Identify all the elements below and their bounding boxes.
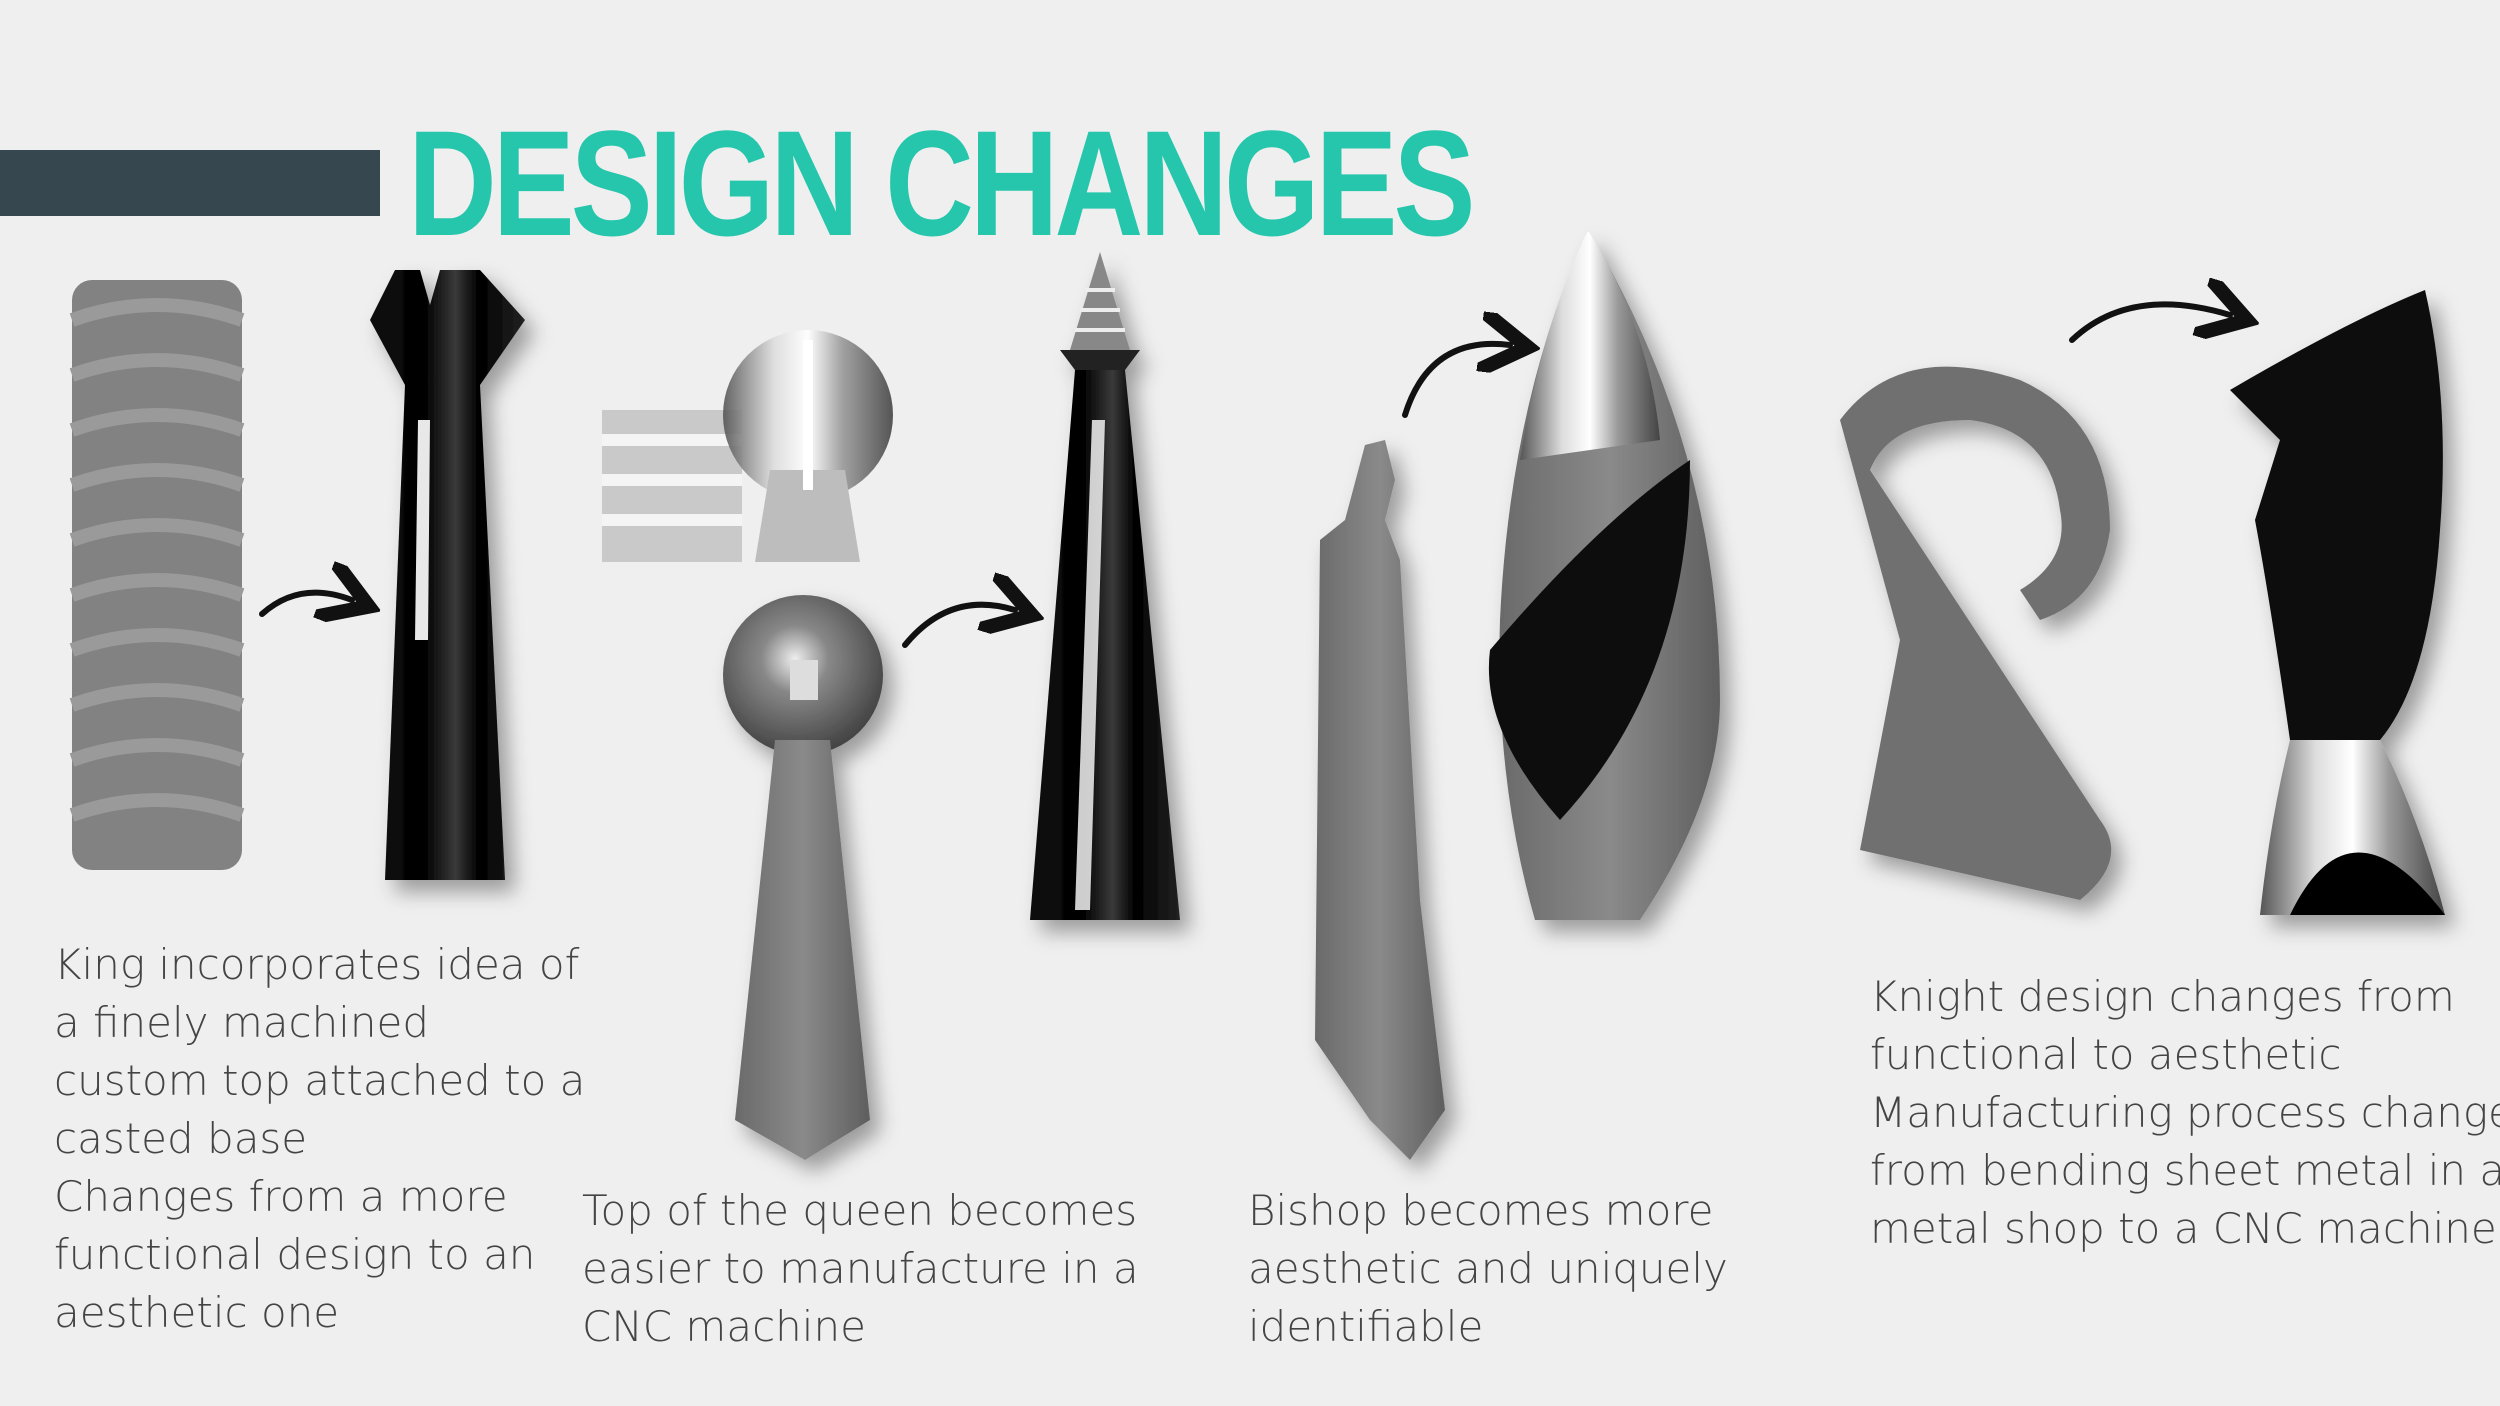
caption-king: King incorporates idea of a finely machi… [54,936,585,1342]
accent-bar [0,150,380,216]
caption-line: Knight design changes from [1870,972,2455,1021]
caption-line: Bishop becomes more [1248,1186,1714,1235]
caption-line: from bending sheet metal in a [1870,1146,2500,1195]
caption-line: aesthetic one [54,1288,340,1337]
caption-queen: Top of the queen becomes easier to manuf… [582,1182,1139,1356]
caption-line: functional to aesthetic [1870,1030,2342,1079]
caption-line: functional design to an [54,1230,536,1279]
arrow-right-icon [902,605,1015,648]
caption-line: King incorporates idea of [54,940,580,989]
caption-line: CNC machine [582,1302,866,1351]
caption-line: Changes from a more [54,1172,508,1221]
queen-original-model [723,595,883,1160]
caption-bishop: Bishop becomes more aesthetic and unique… [1248,1182,1728,1356]
caption-line: Manufacturing process changes [1870,1088,2500,1137]
king-original-model [69,280,245,870]
arrow-right-icon [2069,304,2230,343]
queen-new-model [1030,252,1180,920]
caption-line: metal shop to a CNC machine [1870,1204,2497,1253]
caption-line: custom top attached to a [54,1056,586,1105]
caption-line: casted base [54,1114,308,1163]
caption-line: identifiable [1248,1302,1484,1351]
king-new-model [370,270,525,880]
bishop-original-model [1315,440,1445,1160]
knight-original-model [1840,366,2112,901]
page-title: DESIGN CHANGES [408,99,1476,267]
queen-detail-inset [602,330,893,562]
caption-line: aesthetic and uniquely [1248,1244,1728,1293]
caption-knight: Knight design changes from functional to… [1870,968,2500,1258]
knight-new-model [2230,290,2445,915]
arrow-right-icon [1402,344,1510,418]
caption-line: a finely machined [54,998,430,1047]
arrow-right-icon [259,593,352,614]
caption-line: easier to manufacture in a [582,1244,1139,1293]
bishop-new-model [1488,230,1720,920]
caption-line: Top of the queen becomes [582,1186,1138,1235]
